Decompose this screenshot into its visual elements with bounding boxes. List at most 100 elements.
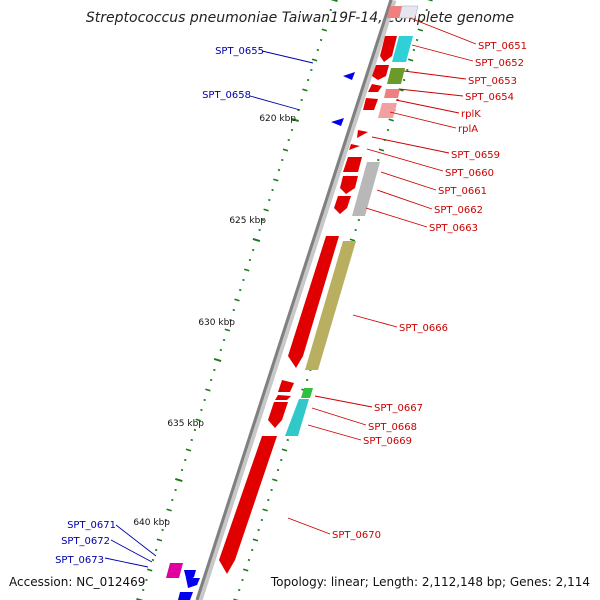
ruler-tick [377,158,380,162]
ruler-tick [305,378,309,382]
ruler-tick [319,38,323,42]
ruler-tick [164,518,168,522]
gene-label-0655: SPT_0655 [215,46,264,57]
ruler-tick [242,568,249,572]
gene-arrow-0661a [343,157,362,172]
cds-box-0653 [387,68,405,84]
gene-arrow-0654 [368,84,382,92]
ruler-tick [219,348,223,352]
ruler-tick [222,338,226,342]
ruler-tick [326,18,329,22]
ruler-tick [425,8,428,12]
gene-label-0658: SPT_0658 [202,90,251,101]
cds-track [285,5,419,436]
ruler-tick [281,158,284,162]
gene-label-0651: SPT_0651 [478,41,527,52]
gene-label-0672: SPT_0672 [61,536,110,547]
gene-label-0662: SPT_0662 [434,205,483,216]
gene-arrow-0668 [275,395,291,400]
cds-box-0652 [392,36,413,62]
gene-label-0661: SPT_0661 [438,186,487,197]
gene-label-0671: SPT_0671 [67,520,116,531]
ruler-tick [238,588,241,592]
cds-box-0654 [384,89,400,98]
gene-arrow-0653 [372,65,389,80]
ruler-tick [276,468,280,472]
gene-arrow-0669 [268,402,288,428]
tick-label-640: 640 kbp [133,518,170,528]
genome-backbone-shadow [195,0,397,600]
ruler-tick [415,38,419,42]
gene-arrow-0661b [340,176,358,194]
ruler-tick [287,138,290,142]
ruler-tick [422,18,425,22]
ruler-tick [261,218,265,222]
ruler-tick [417,28,424,32]
ruler-tick [229,318,232,322]
ruler-tick [302,88,308,92]
gene-arrow-0674 [178,592,193,600]
ruler-tick [272,478,278,482]
ruler-tick [151,558,155,562]
ruler-tick [260,518,264,522]
tick-label-625: 625 kbp [229,216,266,226]
gene-label-0670: SPT_0670 [332,530,381,541]
ruler-tick [175,477,183,483]
ruler-tick [282,148,289,152]
cds-box-0668 [285,399,309,436]
ruler-tick [386,128,390,132]
ruler-tick [146,568,153,572]
genome-backbone [195,0,393,600]
ruler-tick [310,68,313,72]
ruler-tick [251,248,255,252]
ruler-tick [268,198,271,202]
ruler-tick [224,328,231,332]
ruler-tick [166,508,172,512]
ruler-tick [185,448,192,452]
gene-label-0652: SPT_0652 [475,58,524,69]
gene-arrow-0673 [186,578,200,588]
ruler-tick [203,398,206,402]
ruler-tick [427,0,433,2]
forward-gene-labels: SPT_0651 SPT_0652 SPT_0653 SPT_0654 rplK… [332,41,527,541]
gene-arrow-0659 [357,130,368,138]
gene-label-0653: SPT_0653 [468,76,517,87]
tick-label-620: 620 kbp [259,114,296,124]
ruler-tick [402,78,406,82]
ruler-tick [354,228,357,232]
ruler-tick [232,308,235,312]
gene-arrow-0658 [331,118,344,126]
ruler-tick [156,538,163,542]
accession-text: Accession: NC_012469 [9,575,146,589]
gene-label-0663: SPT_0663 [429,223,478,234]
ruler-tick [136,597,144,600]
ruler-tick [154,548,158,552]
ruler-tick [239,288,242,292]
ruler-tick [273,178,279,182]
ruler-tick [329,8,332,12]
gene-label-0666: SPT_0666 [399,323,448,334]
ruler-tick [142,588,145,592]
gene-arrow-0670 [219,436,277,574]
ruler-tick [290,128,294,132]
gene-label-0673: SPT_0673 [55,555,104,566]
ruler-tick [291,117,299,123]
gene-arrow-0666 [288,236,339,368]
ruler-tick [190,438,193,442]
ruler-tick [286,438,289,442]
ruler-tick [316,48,320,52]
gene-arrow-0671 [166,563,183,578]
cds-box-0661 [352,162,380,216]
ruler-tick [213,357,222,363]
kbp-tick-labels: 620 kbp 625 kbp 630 kbp 635 kbp 640 kbp [133,114,296,528]
label-leader-lines-reverse [104,50,314,568]
gene-label-0667: SPT_0667 [374,403,423,414]
reverse-gene-arrows [166,72,355,600]
ruler-tick [311,58,318,62]
ruler-tick [243,268,250,272]
ruler-tick [281,448,288,452]
ruler-tick [258,228,261,232]
gene-arrow-rplK [363,98,378,110]
